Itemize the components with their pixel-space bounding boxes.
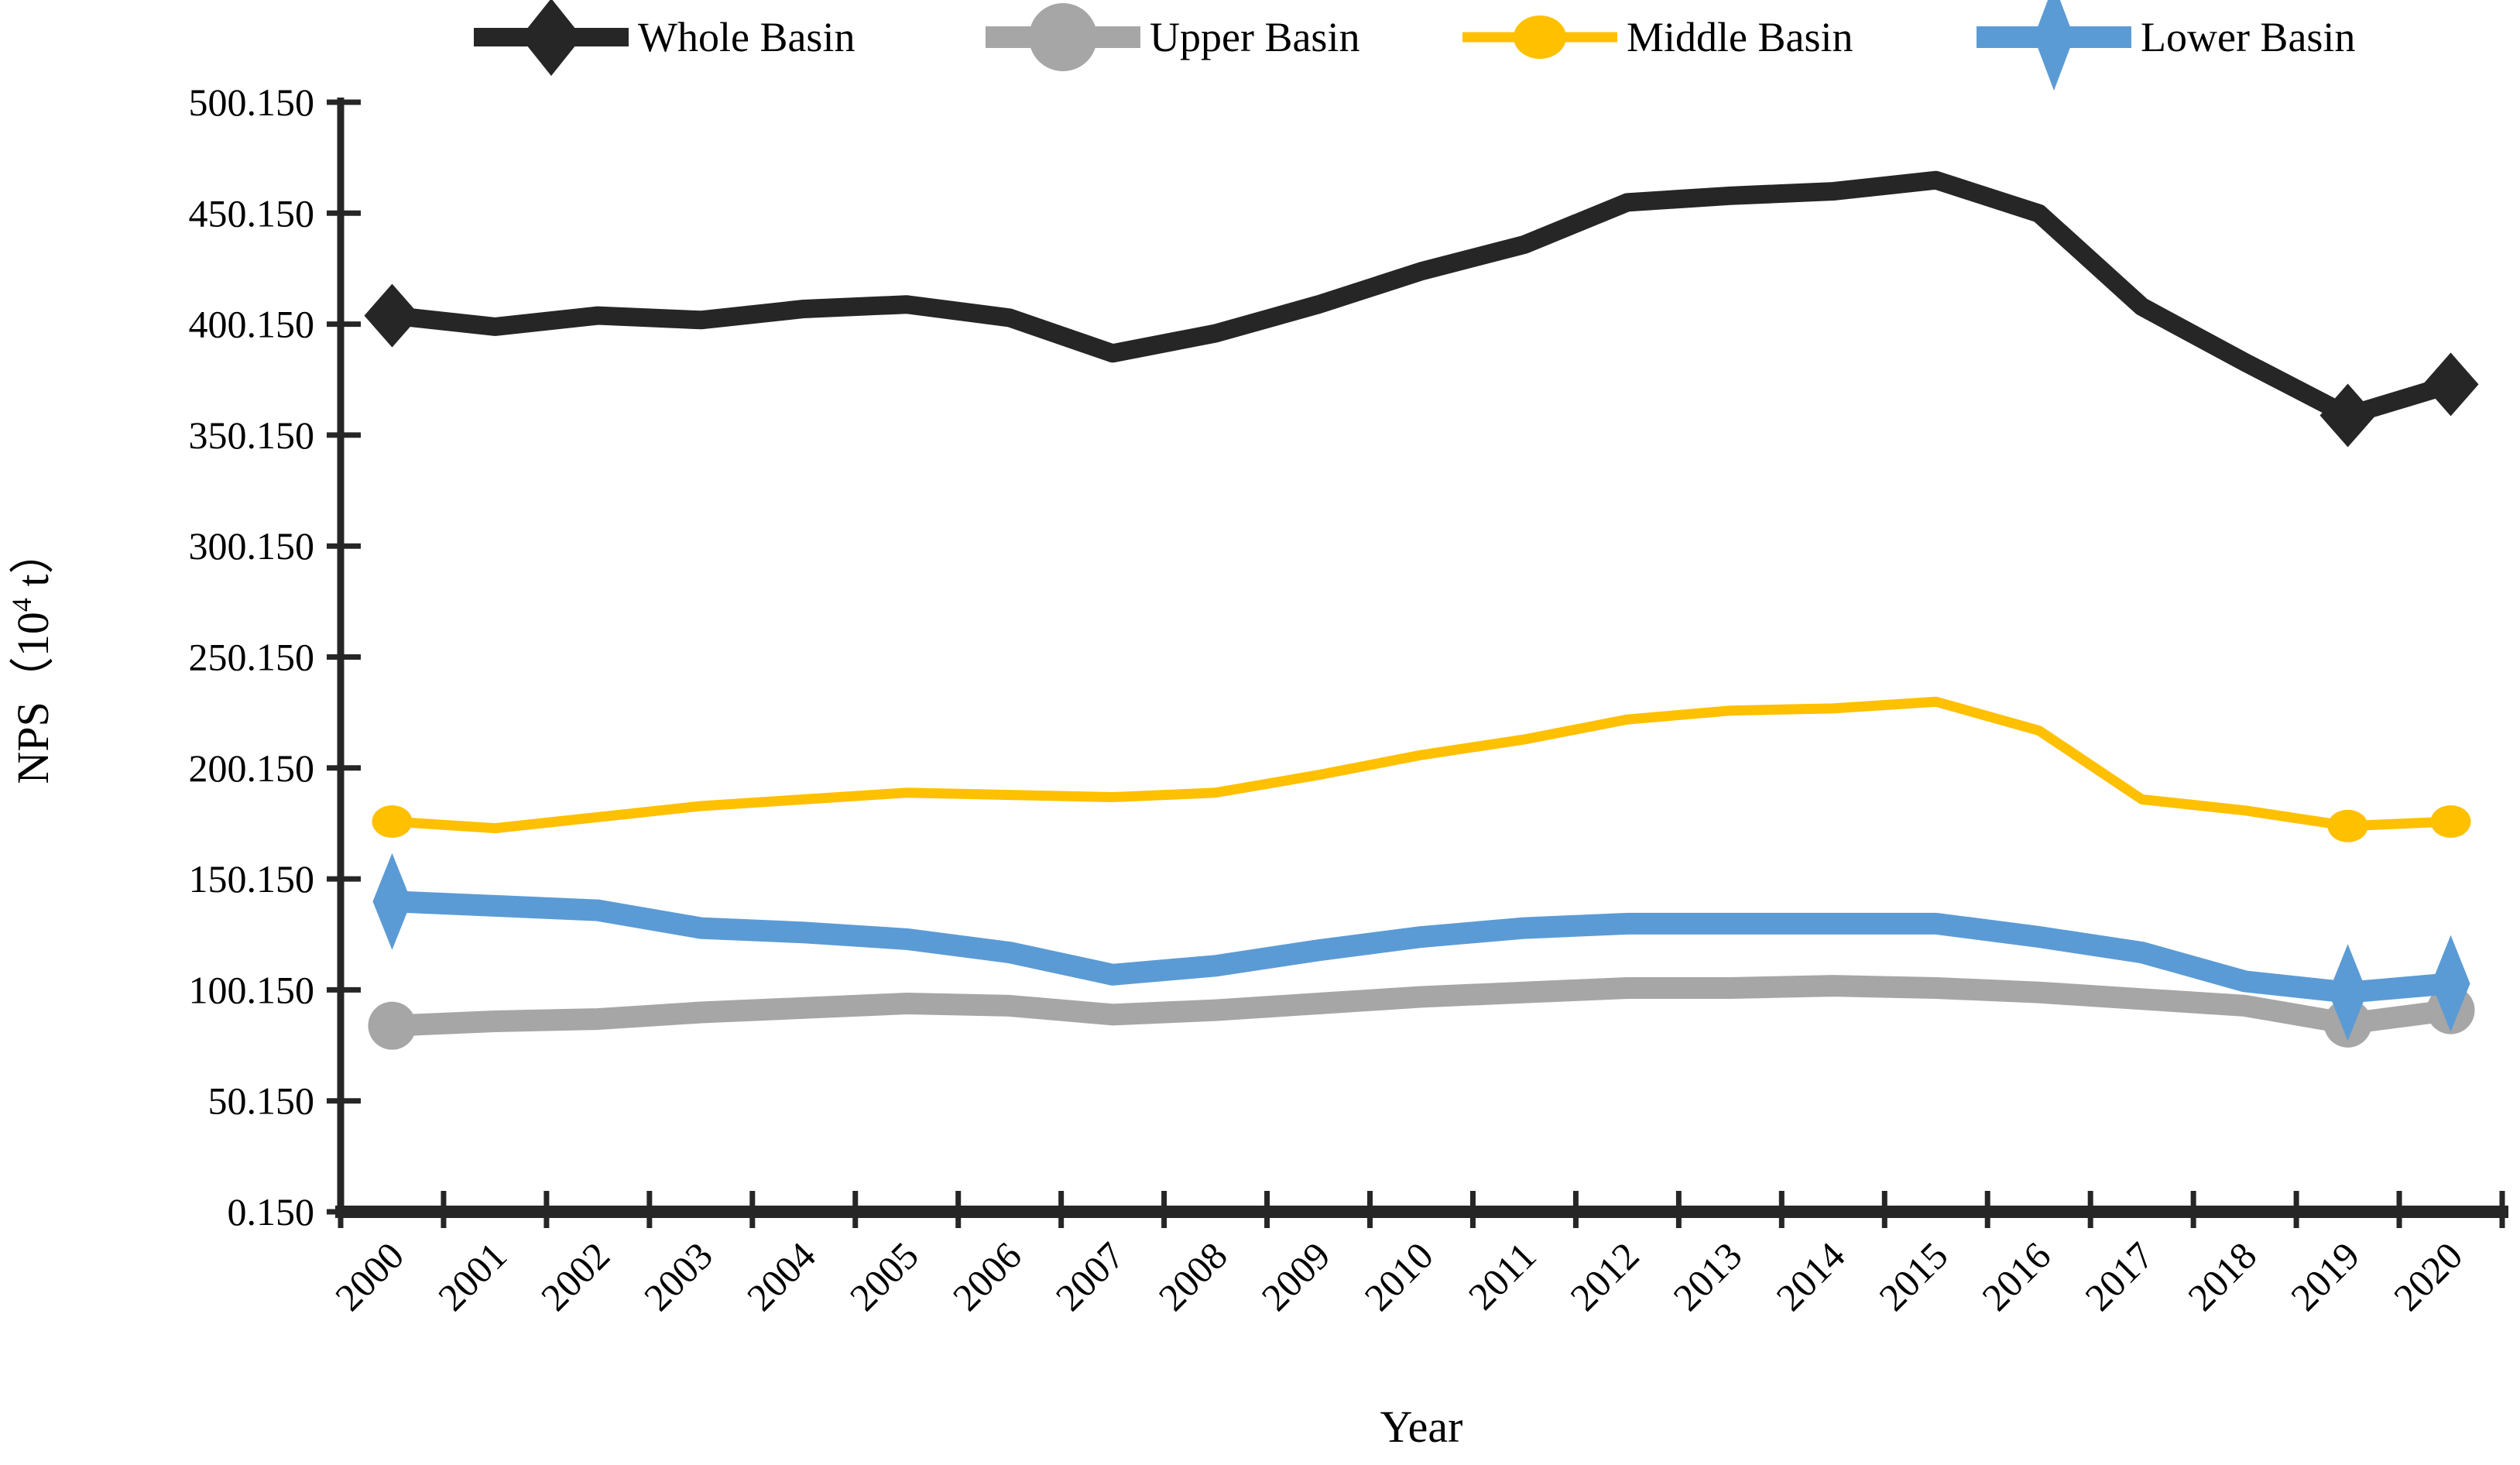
data-point-marker [2034,0,2074,91]
y-tick-label: 450.150 [189,191,315,235]
data-point-marker [1029,3,1097,71]
series-line [392,696,2451,834]
legend-item: Upper Basin [986,3,1359,71]
x-tick-label: 2014 [1767,1233,1853,1319]
series-whole-basin [364,170,2479,448]
x-tick-label: 2019 [2282,1233,2367,1319]
legend-label: Lower Basin [2141,14,2355,60]
x-tick-label: 2016 [1973,1233,2059,1319]
y-tick-label: 200.150 [189,746,315,790]
legend-item: Lower Basin [1977,0,2355,91]
data-point-marker [364,283,420,348]
x-tick-label: 2003 [636,1233,721,1319]
y-tick-label: 0.150 [228,1190,315,1233]
x-tick-label: 2008 [1150,1233,1236,1319]
x-tick-label: 2001 [430,1233,515,1319]
y-axis-title: NPS（104 t） [6,529,58,784]
data-point-marker [372,853,412,950]
legend-item: Middle Basin [1462,14,1853,60]
data-point-marker [372,805,413,839]
y-tick-label: 100.150 [189,968,315,1011]
x-tick-label: 2005 [842,1233,927,1319]
data-point-marker [2431,935,2470,1032]
series-middle-basin [372,696,2471,842]
x-tick-label: 2000 [327,1233,412,1319]
x-tick-label: 2009 [1253,1233,1339,1319]
x-tick-label: 2004 [739,1233,824,1319]
x-tick-label: 2010 [1356,1233,1441,1319]
data-point-marker [2422,352,2479,417]
data-point-marker [368,1001,417,1050]
x-tick-label: 2002 [533,1233,618,1319]
x-tick-label: 2012 [1562,1233,1647,1319]
x-tick-label: 2020 [2385,1233,2470,1319]
y-tick-label: 150.150 [189,857,315,901]
data-point-marker [2430,805,2471,839]
y-tick-label: 350.150 [189,413,315,457]
x-tick-label: 2006 [945,1233,1030,1319]
x-tick-label: 2007 [1047,1233,1133,1319]
series-upper-basin [368,975,2475,1050]
x-tick-label: 2015 [1870,1233,1956,1319]
series-line [391,890,2452,1004]
y-tick-label: 250.150 [189,636,315,679]
y-tick-label: 500.150 [189,81,315,124]
x-tick-label: 2017 [2076,1233,2162,1319]
data-point-marker [1514,15,1566,59]
legend-label: Whole Basin [638,14,855,60]
x-tick-label: 2011 [1460,1233,1545,1318]
data-point-marker [2328,944,2367,1041]
series-line [391,975,2453,1037]
x-tick-label: 2018 [2179,1233,2265,1319]
data-point-marker [520,0,582,76]
y-tick-label: 50.150 [208,1079,315,1123]
axes-layer: 0.150 50.150 100.150 150.150 200.150 250.150 3… [189,81,2508,1319]
legend-layer: Whole Basin Upper Basin Middle Basin Lower … [474,0,2355,91]
legend-label: Upper Basin [1150,14,1359,60]
y-tick-label: 400.150 [189,303,315,346]
data-point-marker [2327,809,2368,842]
x-tick-label: 2013 [1665,1233,1750,1319]
series-layer [364,170,2479,1050]
series-lower-basin [372,853,2470,1041]
legend-label: Middle Basin [1627,14,1853,60]
legend-item: Whole Basin [474,0,855,76]
x-axis-title: Year [1380,1402,1463,1452]
series-line [391,170,2453,425]
data-point-marker [2319,383,2376,448]
y-tick-label: 300.150 [189,524,315,568]
